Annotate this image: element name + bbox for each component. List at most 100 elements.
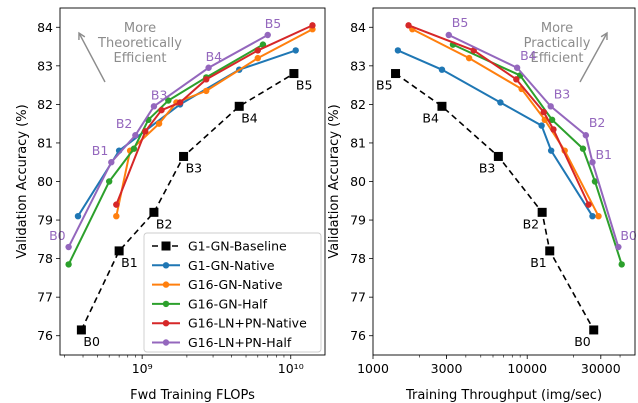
legend-label: G16-GN-Half — [188, 296, 268, 311]
point-label: B0 — [83, 334, 100, 349]
legend-marker — [162, 300, 170, 308]
y-tick-label: 84 — [350, 20, 366, 35]
data-point — [158, 106, 165, 114]
x-tick-label: 3000 — [431, 361, 463, 376]
data-point — [547, 147, 555, 154]
point-label: B1 — [121, 255, 138, 270]
point-label: B2 — [589, 115, 606, 130]
data-point — [550, 126, 557, 133]
y-tick-label: 80 — [37, 174, 53, 189]
annotation-arrow-head — [78, 31, 86, 41]
y-tick-label: 84 — [37, 20, 53, 35]
data-point — [289, 69, 299, 79]
point-label: B3 — [554, 86, 571, 101]
series-line — [67, 34, 269, 248]
data-point — [264, 31, 271, 39]
data-point — [114, 246, 124, 256]
y-tick-label: 77 — [37, 290, 53, 305]
y-tick-label: 83 — [350, 58, 366, 73]
data-point — [497, 99, 504, 106]
data-point — [465, 54, 473, 62]
annotation-arrow-head — [600, 31, 608, 41]
data-point — [292, 47, 299, 54]
x-axis-label: Training Throughput (img/sec) — [405, 388, 602, 403]
point-label: B1 — [530, 255, 547, 270]
data-point — [591, 178, 599, 185]
point-label: B0 — [574, 334, 591, 349]
plot-frame — [372, 7, 636, 356]
data-point — [234, 101, 244, 111]
data-point — [108, 159, 115, 166]
point-label: B3 — [151, 87, 168, 102]
data-point — [547, 103, 554, 110]
data-point — [438, 66, 446, 73]
legend-label: G16-LN+PN-Native — [188, 316, 307, 331]
x-tick-label: 30000 — [581, 361, 621, 376]
legend-marker — [162, 281, 170, 288]
data-point — [579, 145, 587, 152]
point-label: B0 — [49, 228, 66, 243]
data-point — [548, 116, 556, 124]
data-point — [150, 103, 158, 110]
point-label: B2 — [156, 216, 173, 231]
data-point — [176, 99, 184, 106]
y-axis-label: Validation Accuracy (%) — [15, 104, 30, 258]
x-axis-label: Fwd Training FLOPs — [130, 388, 255, 403]
legend-label: G16-LN+PN-Half — [188, 335, 292, 350]
series-line — [77, 49, 297, 217]
data-point — [394, 47, 402, 54]
data-point — [585, 201, 592, 208]
series-line — [397, 49, 594, 217]
point-label: B5 — [296, 78, 313, 93]
x-tick-label: 10⁹ — [132, 361, 153, 376]
data-point — [493, 151, 503, 161]
legend-label: G1-GN-Baseline — [188, 239, 287, 254]
data-point — [589, 159, 596, 166]
y-tick-label: 77 — [350, 290, 366, 305]
annotation-text: Efficient — [114, 51, 167, 66]
legend-label: G1-GN-Native — [188, 258, 275, 273]
point-label: B4 — [422, 110, 439, 125]
y-tick-label: 82 — [350, 97, 366, 112]
point-label: B0 — [620, 228, 637, 243]
x-tick-label: 10000 — [507, 361, 547, 376]
data-point — [391, 69, 401, 79]
annotation-arrow — [78, 32, 106, 83]
annotation-text: Efficient — [531, 51, 584, 66]
data-point — [65, 261, 72, 268]
data-point — [405, 22, 412, 29]
data-point — [132, 132, 139, 139]
data-point — [513, 76, 520, 83]
y-tick-label: 76 — [350, 328, 366, 343]
legend-marker — [162, 262, 170, 269]
point-label: B5 — [376, 78, 393, 93]
data-point — [155, 120, 163, 127]
chart-panel-1: 76 77 78 79 80 81 82 83 84 10⁹ 10¹⁰ Fwd Training FL… — [15, 7, 326, 403]
series-line — [408, 24, 590, 206]
data-point — [615, 243, 622, 251]
annotation-text: More — [541, 21, 573, 36]
data-point — [618, 261, 625, 268]
chart-panel-2: 76 77 78 79 80 81 82 83 84 1000 3000 10000 30000 Trai… — [327, 7, 637, 403]
y-tick-label: 81 — [350, 135, 366, 150]
point-label: B5 — [265, 16, 282, 31]
point-label: B5 — [452, 15, 469, 30]
data-point — [76, 325, 86, 335]
x-tick-label: 1000 — [357, 361, 389, 376]
legend-marker — [162, 339, 170, 346]
point-label: B4 — [520, 48, 537, 63]
point-label: B1 — [595, 147, 612, 162]
data-point — [595, 213, 602, 220]
y-tick-label: 78 — [37, 251, 53, 266]
data-point — [74, 213, 82, 220]
plot-frame — [59, 7, 326, 356]
y-tick-label: 76 — [37, 328, 53, 343]
annotation-text: Practically — [524, 36, 591, 51]
data-point — [65, 243, 72, 251]
legend-label: G16-GN-Native — [188, 277, 283, 292]
y-tick-label: 79 — [37, 213, 53, 228]
legend-box — [143, 232, 322, 353]
data-point — [513, 64, 521, 71]
series-line — [452, 43, 623, 265]
y-tick-label: 78 — [350, 251, 366, 266]
